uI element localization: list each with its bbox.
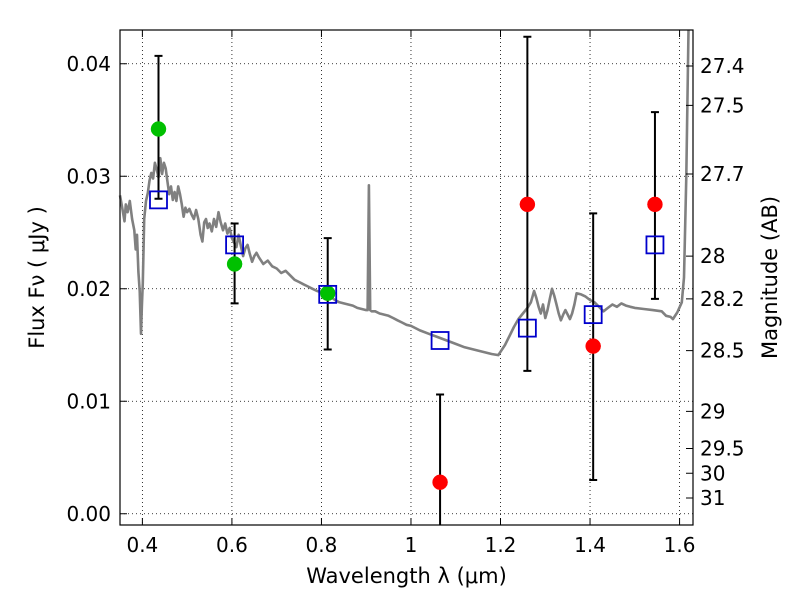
x-tick-label: 0.6 xyxy=(216,533,248,557)
y-tick-label: 0.03 xyxy=(66,164,111,188)
y2-tick-label: 28.5 xyxy=(700,339,745,363)
model-flux-square xyxy=(430,331,450,350)
x-tick-label: 1.6 xyxy=(664,533,696,557)
y-tick-label: 0.01 xyxy=(66,389,111,413)
y2-axis-label: Magnitude (AB) xyxy=(758,196,782,359)
y2-tick-label: 28.2 xyxy=(700,287,745,311)
model-spectrum xyxy=(118,29,690,357)
x-tick-label: 1 xyxy=(405,533,418,557)
data-markers xyxy=(149,121,665,490)
detection-point xyxy=(226,256,243,272)
detection-point xyxy=(150,121,167,137)
model-flux-square xyxy=(149,190,168,210)
model-flux-square xyxy=(645,235,665,255)
error-bars xyxy=(154,35,659,525)
y2-tick-label: 29.5 xyxy=(700,437,745,461)
x-tick-label: 1.4 xyxy=(574,533,606,557)
y2-tick-label: 30 xyxy=(700,461,725,485)
x-axis-label: Wavelength λ (μm) xyxy=(306,564,507,588)
y-axis-label: Flux Fν ( μJy ) xyxy=(25,206,49,349)
y2-tick-label: 27.7 xyxy=(700,162,745,186)
upper-limit-point xyxy=(585,338,601,354)
plot-area-frame xyxy=(119,29,694,526)
upper-limit-point xyxy=(432,474,448,490)
model-flux-square xyxy=(318,284,338,304)
y2-tick-label: 27.5 xyxy=(700,93,745,117)
x-tick-label: 1.2 xyxy=(485,533,517,557)
y-tick-label: 0.02 xyxy=(66,277,111,301)
upper-limit-point xyxy=(647,196,663,213)
y2-tick-label: 31 xyxy=(700,486,725,510)
model-flux-square xyxy=(583,305,603,325)
upper-limit-point xyxy=(519,196,536,213)
grid xyxy=(120,30,693,525)
model-spectrum-line xyxy=(118,29,690,357)
detection-point xyxy=(319,285,336,301)
y2-tick-label: 27.4 xyxy=(700,54,745,78)
y-tick-label: 0.00 xyxy=(66,502,111,526)
model-flux-square xyxy=(225,235,245,255)
axis-ticks: 0.4 0.6 0.8 1 1.2 1.4 1.6 0.00 0.01 0.02 0.03 0.04 2… xyxy=(66,30,745,557)
y-tick-label: 0.04 xyxy=(66,52,111,76)
y2-tick-label: 28 xyxy=(700,244,725,268)
y2-tick-label: 29 xyxy=(700,399,725,423)
x-tick-label: 0.4 xyxy=(126,533,158,557)
model-flux-square xyxy=(517,318,537,338)
x-tick-label: 0.8 xyxy=(306,533,338,557)
